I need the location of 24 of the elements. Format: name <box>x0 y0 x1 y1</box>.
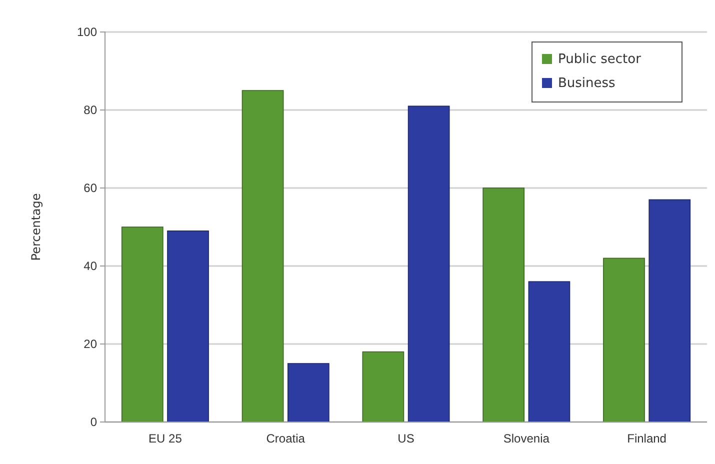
y-axis-title: Percentage <box>29 193 43 261</box>
bar <box>482 188 525 422</box>
y-tick-label: 80 <box>84 102 98 117</box>
x-tick-label: Finland <box>627 432 666 446</box>
x-tick-label: EU 25 <box>148 432 182 446</box>
bar <box>287 363 330 422</box>
bar <box>242 90 284 422</box>
bar <box>603 258 645 422</box>
bar <box>121 226 164 422</box>
y-tick-label: 100 <box>76 24 98 39</box>
y-tick-label: 0 <box>90 414 98 429</box>
bar <box>167 230 209 422</box>
legend-label: Business <box>558 76 616 91</box>
bar <box>528 281 570 422</box>
bar <box>362 351 404 422</box>
x-tick-label: US <box>398 432 414 446</box>
x-tick-label: Slovenia <box>503 432 550 446</box>
legend-label: Public sector <box>558 52 642 67</box>
bar <box>408 106 450 422</box>
y-tick-label: 40 <box>84 258 98 273</box>
y-tick-label: 60 <box>84 180 98 195</box>
x-tick-label: Croatia <box>266 432 306 446</box>
bar <box>648 199 691 422</box>
y-tick-label: 20 <box>84 336 98 351</box>
